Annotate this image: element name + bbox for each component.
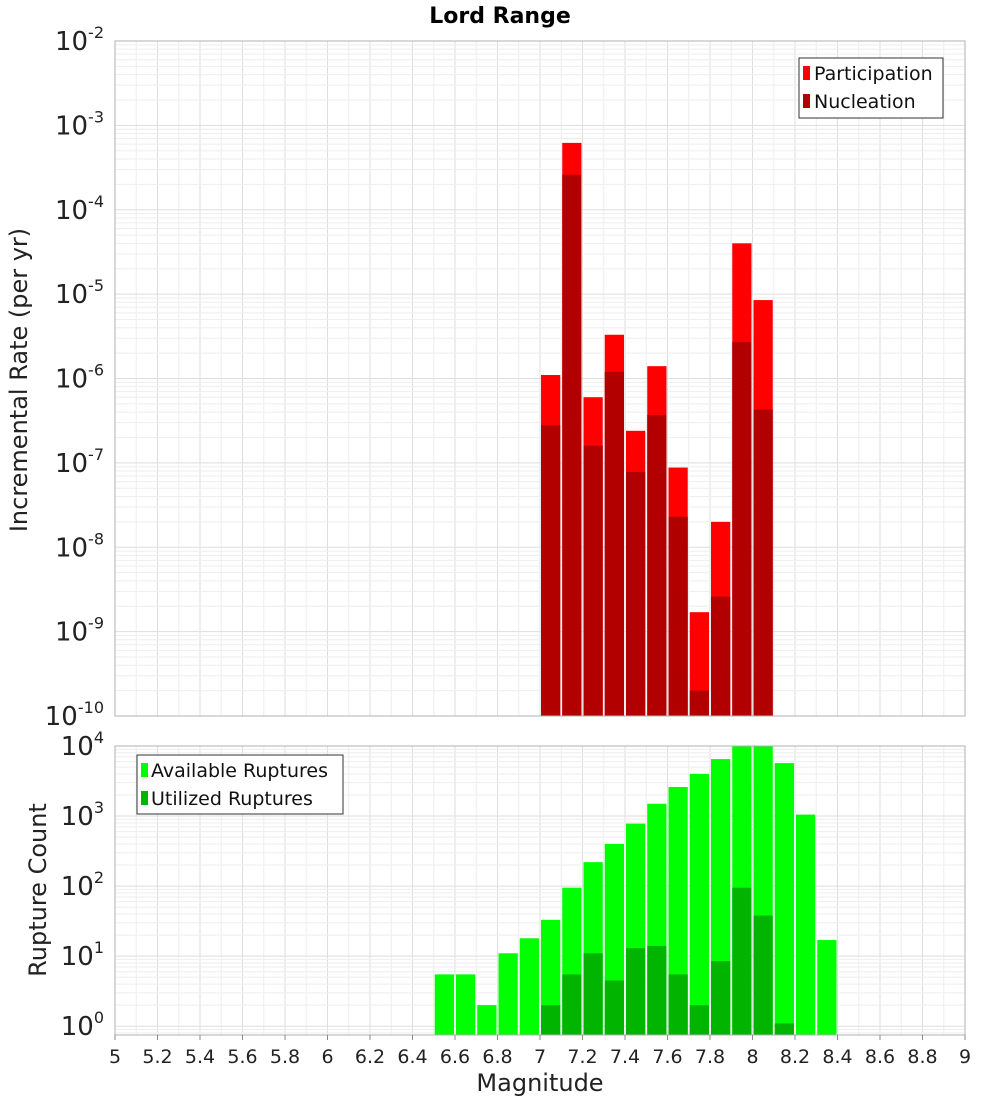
rate-plot-frame xyxy=(114,40,966,717)
bar-utilized-ruptures-7.6 xyxy=(668,974,688,1035)
count-panel: 100 101 102 103 104 5 5.2 5.4 5.6 5.8 6 6.2 6.4 6.6 6… xyxy=(24,728,971,1097)
rate-bars xyxy=(541,142,773,717)
bar-nucleation-7.4 xyxy=(626,471,646,716)
x-tick-label: 7.2 xyxy=(567,1046,597,1068)
count-legend: Available Ruptures Utilized Ruptures xyxy=(136,754,344,815)
rate-y-tick-label: 10-4 xyxy=(55,192,104,226)
x-tick-label: 6.8 xyxy=(482,1046,512,1068)
rate-grid xyxy=(114,41,966,717)
rate-legend: Participation Nucleation xyxy=(798,57,944,119)
bar-nucleation-7.1 xyxy=(562,174,582,716)
x-tick-label: 8.8 xyxy=(907,1046,937,1068)
bar-available-ruptures-7.7 xyxy=(689,773,709,1035)
x-tick-label: 6.6 xyxy=(440,1046,470,1068)
count-legend-box xyxy=(136,754,344,815)
rate-y-tick-label: 10-2 xyxy=(55,23,104,57)
bar-utilized-ruptures-7.7 xyxy=(689,1005,709,1035)
rate-y-tick-label: 10-3 xyxy=(55,107,104,141)
count-y-tick-label: 100 xyxy=(61,1008,104,1042)
bar-available-ruptures-8.1 xyxy=(774,763,794,1035)
rate-y-tick-label: 10-10 xyxy=(45,698,104,732)
rate-y-tick-label: 10-9 xyxy=(55,614,104,648)
x-tick-label: 7.4 xyxy=(610,1046,640,1068)
bar-available-ruptures-6.8 xyxy=(498,953,518,1035)
bar-nucleation-7.8 xyxy=(711,596,731,716)
bar-nucleation-8.0 xyxy=(753,409,773,716)
x-tick-label: 6.4 xyxy=(397,1046,427,1068)
bar-nucleation-7.3 xyxy=(604,371,624,716)
magnitude-x-ticks: 5 5.2 5.4 5.6 5.8 6 6.2 6.4 6.6 6.8 7 7.2 7.4 7.6 7.8 8… xyxy=(109,1035,971,1068)
available-legend-swatch xyxy=(141,763,148,777)
x-tick-label: 9 xyxy=(959,1046,971,1068)
count-y-tick-label: 104 xyxy=(61,728,104,762)
participation-legend-label: Participation xyxy=(814,63,933,85)
nucleation-legend-swatch xyxy=(803,94,810,108)
bar-available-ruptures-6.6 xyxy=(456,974,476,1035)
count-y-tick-label: 102 xyxy=(61,868,104,902)
bar-utilized-ruptures-8.0 xyxy=(753,915,773,1035)
available-legend-label: Available Ruptures xyxy=(151,760,328,782)
x-tick-label: 6 xyxy=(321,1046,333,1068)
bar-utilized-ruptures-7.0 xyxy=(541,1005,561,1035)
count-bars xyxy=(434,746,837,1035)
bar-utilized-ruptures-8.1 xyxy=(774,1023,794,1035)
bar-nucleation-7.0 xyxy=(541,425,561,716)
x-tick-label: 8.6 xyxy=(865,1046,895,1068)
count-y-tick-label: 103 xyxy=(61,798,104,832)
bar-nucleation-7.2 xyxy=(583,445,603,716)
bar-utilized-ruptures-7.2 xyxy=(583,953,603,1035)
bar-nucleation-7.6 xyxy=(668,516,688,716)
rate-y-tick-label: 10-7 xyxy=(55,445,104,479)
bar-nucleation-7.7 xyxy=(689,690,709,716)
x-tick-label: 5.2 xyxy=(142,1046,172,1068)
x-tick-label: 5.8 xyxy=(270,1046,300,1068)
bar-utilized-ruptures-7.1 xyxy=(562,974,582,1035)
x-tick-label: 6.2 xyxy=(355,1046,385,1068)
rate-y-ticks: 10-10 10-9 10-8 10-7 10-6 10-5 10-4 10-3 10-2 xyxy=(45,23,104,732)
x-tick-label: 5 xyxy=(109,1046,121,1068)
bar-available-ruptures-6.5 xyxy=(434,974,454,1035)
bar-available-ruptures-8.2 xyxy=(796,814,816,1035)
bar-nucleation-7.9 xyxy=(732,342,752,716)
count-y-tick-label: 101 xyxy=(61,938,104,972)
bar-participation-7.7 xyxy=(689,612,709,716)
count-y-ticks: 100 101 102 103 104 xyxy=(61,728,104,1042)
x-tick-label: 7.8 xyxy=(695,1046,725,1068)
rate-panel: 10-10 10-9 10-8 10-7 10-6 10-5 10-4 10-3 10-2 Lo… xyxy=(5,4,966,732)
x-tick-label: 7 xyxy=(534,1046,546,1068)
bar-utilized-ruptures-7.9 xyxy=(732,887,752,1035)
nucleation-legend-label: Nucleation xyxy=(814,91,916,113)
x-tick-label: 5.6 xyxy=(227,1046,257,1068)
rate-y-tick-label: 10-6 xyxy=(55,361,104,395)
bar-utilized-ruptures-7.8 xyxy=(711,961,731,1035)
x-tick-label: 8.4 xyxy=(822,1046,852,1068)
utilized-legend-label: Utilized Ruptures xyxy=(151,788,313,810)
rate-y-axis-label: Incremental Rate (per yr) xyxy=(5,228,33,532)
count-y-axis-label: Rupture Count xyxy=(24,803,52,977)
bar-utilized-ruptures-7.5 xyxy=(647,945,667,1035)
x-tick-label: 8.2 xyxy=(780,1046,810,1068)
rate-y-tick-label: 10-8 xyxy=(55,529,104,563)
rate-legend-box xyxy=(798,57,944,119)
rate-y-tick-label: 10-5 xyxy=(55,276,104,310)
chart-title: Lord Range xyxy=(429,4,571,29)
x-tick-label: 7.6 xyxy=(652,1046,682,1068)
bar-utilized-ruptures-7.3 xyxy=(604,980,624,1035)
bar-available-ruptures-6.7 xyxy=(477,1005,497,1035)
bar-utilized-ruptures-7.4 xyxy=(626,948,646,1035)
x-tick-label: 5.4 xyxy=(185,1046,215,1068)
bar-nucleation-7.5 xyxy=(647,414,667,716)
x-axis-label: Magnitude xyxy=(476,1069,603,1097)
utilized-legend-swatch xyxy=(141,791,148,805)
participation-legend-swatch xyxy=(803,66,810,80)
bar-available-ruptures-6.9 xyxy=(519,938,539,1035)
x-tick-label: 8 xyxy=(746,1046,758,1068)
bar-available-ruptures-7.6 xyxy=(668,786,688,1035)
bar-available-ruptures-8.3 xyxy=(817,940,837,1035)
